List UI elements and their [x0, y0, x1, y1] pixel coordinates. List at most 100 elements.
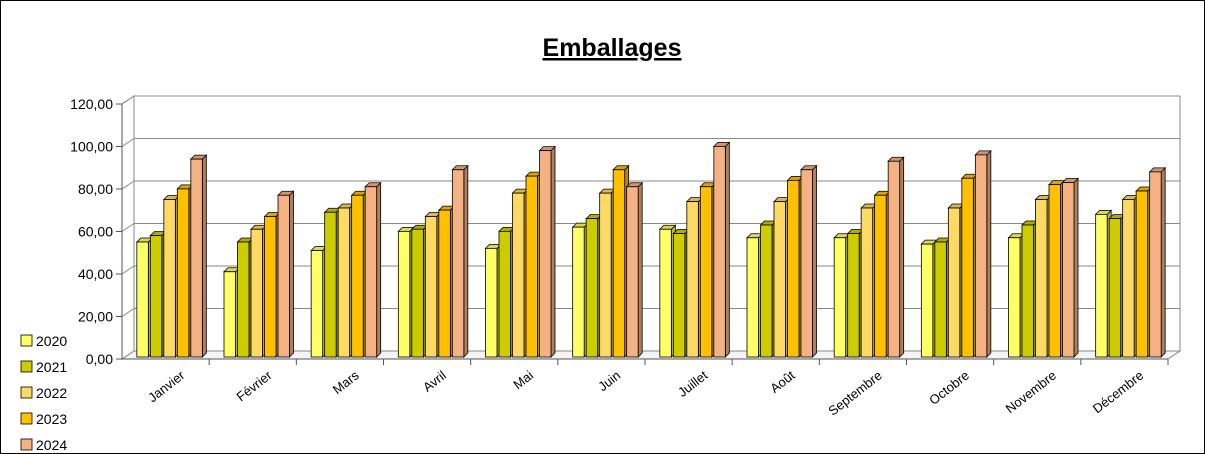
x-tick-label: Juillet: [675, 367, 711, 400]
bar-front: [485, 247, 498, 358]
bar-side: [550, 145, 556, 358]
y-tick-label: 80,00: [78, 181, 113, 197]
x-tick-label: Février: [233, 367, 275, 404]
y-tick-label: 0,00: [86, 351, 113, 367]
bar-front: [250, 228, 263, 358]
bar-side: [376, 181, 382, 358]
legend-label: 2022: [36, 385, 67, 401]
bar-front: [337, 207, 351, 358]
bar-front: [974, 154, 988, 358]
gridline-depth: [121, 180, 135, 190]
bar-side: [1073, 177, 1079, 358]
bar-front: [512, 192, 525, 358]
bar: [364, 181, 382, 358]
chart-title: Emballages: [543, 34, 682, 62]
bar: [451, 164, 469, 358]
bar-front: [1149, 171, 1162, 358]
gridline-depth: [121, 138, 135, 147]
x-tick-label: Mai: [510, 367, 536, 392]
legend-label: 2023: [36, 411, 67, 427]
bar-side: [899, 156, 905, 358]
bar-front: [1021, 224, 1034, 358]
bar: [1148, 166, 1167, 358]
bar-front: [787, 179, 800, 358]
bar-front: [539, 150, 552, 358]
bar-front: [585, 218, 599, 358]
legend-swatch: [20, 438, 33, 451]
bar-front: [887, 160, 901, 358]
bar-front: [1095, 213, 1108, 358]
y-tick-label: 60,00: [78, 224, 113, 240]
bar: [1061, 177, 1079, 358]
bar-front: [1062, 182, 1075, 358]
bar-front: [264, 216, 277, 358]
bar-front: [572, 226, 585, 358]
legend-swatch: [20, 386, 33, 399]
bar-front: [310, 250, 324, 358]
bar-front: [136, 241, 149, 358]
bar-front: [961, 177, 974, 358]
x-tick-label: Août: [767, 367, 798, 396]
bar-front: [277, 194, 290, 358]
bar-front: [612, 169, 626, 358]
legend: 2020 2021 2022 2023 2024: [20, 333, 67, 453]
x-tick-label: Octobre: [926, 368, 972, 408]
bar-front: [424, 216, 438, 358]
bar-front: [699, 186, 713, 358]
bar-side: [812, 164, 817, 358]
bar-front: [1108, 218, 1122, 358]
bar-front: [626, 186, 639, 358]
bar-front: [713, 145, 726, 358]
bar-side: [201, 154, 207, 358]
x-tick-label: Juin: [595, 368, 623, 395]
legend-label: 2021: [36, 359, 67, 375]
x-tick-label: Avril: [420, 367, 449, 394]
bar-front: [351, 194, 364, 358]
bar-front: [223, 271, 236, 358]
x-tick-label: Mars: [330, 367, 362, 397]
x-tick-label: Décembre: [1090, 368, 1146, 417]
bar-front: [364, 186, 378, 358]
x-tick-label: Novembre: [1003, 368, 1059, 417]
bar-front: [451, 169, 465, 358]
bar-side: [289, 190, 294, 358]
bar-front: [1008, 237, 1021, 358]
gridline-depth: [121, 308, 135, 317]
bar-front: [860, 207, 874, 358]
bar-front: [760, 224, 773, 358]
bar-front: [525, 175, 538, 358]
bar: [974, 149, 992, 358]
bar: [800, 164, 818, 358]
gridline-depth: [121, 95, 135, 105]
plot-area: 0,00 20,00 40,00 60,00 80,00 100,00 120,00 Janv…: [70, 95, 1182, 419]
bar-front: [920, 243, 934, 358]
bar: [712, 141, 731, 358]
bar-front: [1035, 199, 1048, 358]
y-tick-label: 120,00: [70, 96, 113, 112]
gridline-depth: [121, 223, 135, 232]
bar-front: [800, 169, 813, 358]
bar: [189, 154, 208, 358]
legend-swatch: [20, 360, 33, 373]
bar-side: [724, 141, 730, 358]
bar-front: [324, 211, 337, 358]
x-tick-label: Septembre: [825, 368, 884, 419]
bar: [625, 181, 644, 358]
bar-front: [874, 194, 887, 358]
bar-front: [773, 201, 786, 358]
bar-front: [599, 192, 612, 358]
bar: [887, 156, 905, 358]
bar: [538, 145, 556, 358]
bar-front: [149, 235, 163, 358]
bar-front: [397, 230, 411, 358]
bar-front: [659, 228, 672, 358]
bar-side: [637, 181, 643, 358]
legend-swatch: [20, 412, 33, 425]
bar-front: [411, 228, 424, 358]
gridline-depth: [121, 265, 135, 275]
bar-front: [686, 201, 699, 358]
bar-front: [833, 237, 847, 358]
bar-front: [1135, 190, 1149, 358]
bar-front: [934, 241, 947, 358]
